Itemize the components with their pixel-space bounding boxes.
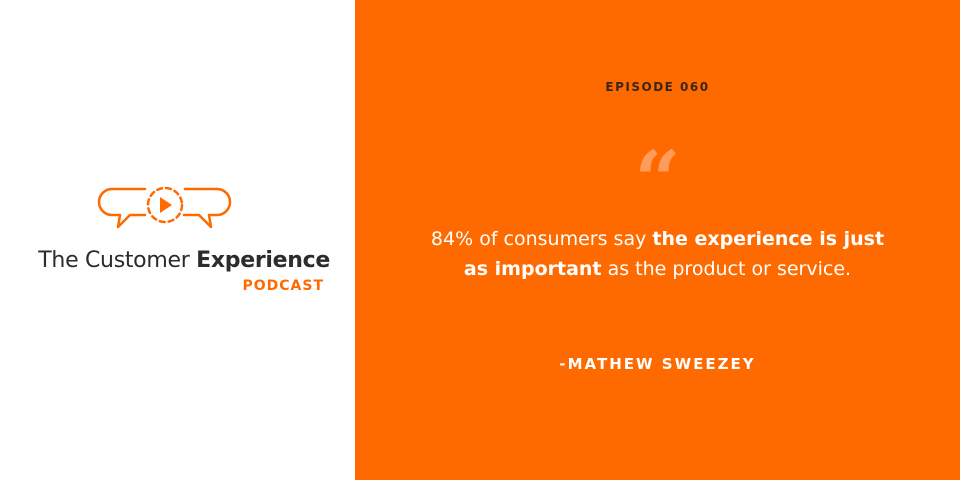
- logo-title: The Customer Experience: [0, 248, 330, 273]
- logo-title-regular: The Customer: [38, 248, 190, 273]
- quote-text: 84% of consumers say the experience is j…: [355, 224, 960, 284]
- logo-title-bold: Experience: [196, 248, 330, 273]
- quote-emphasis: as important: [463, 258, 602, 280]
- attribution: -MATHEW SWEEZEY: [559, 355, 756, 373]
- episode-label: EPISODE 060: [605, 80, 710, 94]
- quote-part: 84% of consumers say: [430, 228, 647, 250]
- quote-panel: EPISODE 060 “ 84% of consumers say the e…: [355, 0, 960, 480]
- logo-subtitle: PODCAST: [242, 278, 324, 294]
- quote-part: as the product or service.: [607, 258, 852, 280]
- logo-icon: [97, 186, 232, 229]
- quote-mark: “: [634, 133, 681, 227]
- logo-panel: The Customer Experience PODCAST: [0, 0, 355, 480]
- quote-emphasis: the experience is just: [652, 228, 885, 250]
